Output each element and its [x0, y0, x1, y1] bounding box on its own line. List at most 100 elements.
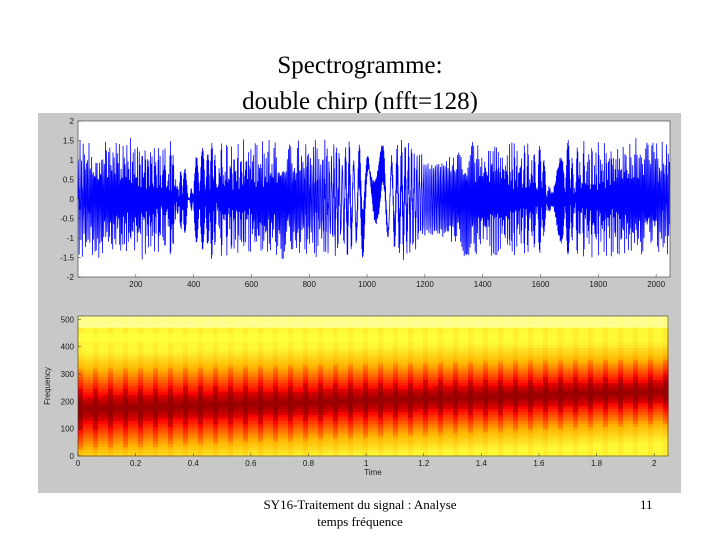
spectrogram-cell [213, 362, 219, 367]
spectrogram-cell [313, 365, 319, 370]
spectrogram-cell [518, 316, 524, 320]
spectrogram-cell [88, 365, 94, 370]
spectrogram-cell [363, 453, 369, 457]
spectrogram-cell [248, 377, 254, 381]
spectrogram-cell [403, 409, 409, 413]
spectrogram-cell [428, 406, 434, 410]
spectrogram-cell [368, 423, 374, 428]
spectrogram-cell [583, 450, 589, 454]
spectrogram-cell [258, 453, 264, 457]
spectrogram-cell [378, 403, 384, 408]
spectrogram-cell [463, 348, 469, 352]
spectrogram-cell [168, 421, 174, 425]
spectrogram-cell [333, 394, 339, 399]
spectrogram-cell [268, 438, 274, 443]
spectrogram-cell [93, 435, 99, 440]
spectrogram-cell [533, 333, 539, 338]
spectrogram-cell [333, 441, 339, 445]
spectrogram-cell [93, 318, 99, 323]
spectrogram-cell [273, 406, 279, 410]
spectrogram-cell [343, 423, 349, 428]
spectrogram-cell [278, 327, 284, 332]
spectrogram-cell [508, 394, 514, 399]
spectrogram-cell [268, 429, 274, 434]
spectrogram-cell [393, 365, 399, 370]
spectrogram-cell [408, 418, 414, 422]
spectrogram-cell [113, 342, 119, 346]
spectrogram-cell [523, 397, 529, 402]
spectrogram-cell [428, 362, 434, 367]
spectrogram-cell [338, 374, 344, 378]
spectrogram-cell [78, 362, 84, 367]
spectrogram-cell [308, 447, 314, 451]
spectrogram-cell [283, 391, 289, 396]
spectrogram-cell [478, 330, 484, 335]
spectrogram-cell [568, 365, 574, 370]
spectrogram-cell [198, 450, 204, 454]
spectrogram-cell [133, 444, 139, 448]
spectrogram-cell [553, 327, 559, 332]
spectrogram-cell [508, 415, 514, 419]
spectrogram-cell [413, 316, 419, 320]
spectrogram-cell [458, 403, 464, 408]
spectrogram-cell [208, 371, 214, 375]
spectrogram-cell [173, 362, 179, 367]
spectrogram-cell [83, 418, 89, 422]
spectrogram-cell [448, 450, 454, 454]
spectrogram-cell [268, 356, 274, 361]
spectrogram-cell [488, 444, 494, 448]
spectrogram-cell [288, 374, 294, 378]
spectrogram-cell [83, 336, 89, 340]
spectrogram-cell [153, 368, 159, 373]
spectrogram-cell [238, 327, 244, 332]
spectrogram-cell [428, 421, 434, 425]
spectrogram-cell [153, 377, 159, 381]
spectrogram-cell [178, 362, 184, 367]
spectrogram-cell [278, 330, 284, 335]
spectrogram-cell [78, 345, 84, 349]
spectrogram-cell [223, 362, 229, 367]
spectrogram-cell [213, 438, 219, 443]
spectrogram-cell [243, 429, 249, 434]
spectrogram-cell [378, 406, 384, 410]
spectrogram-cell [293, 421, 299, 425]
spectrogram-cell [423, 421, 429, 425]
spectrogram-cell [403, 365, 409, 370]
spectrogram-cell [418, 336, 424, 340]
spectrogram-cell [498, 429, 504, 434]
spectrogram-cell [383, 447, 389, 451]
spectrogram-cell [243, 409, 249, 413]
spectrogram-cell [158, 318, 164, 323]
spectrogram-cell [143, 412, 149, 416]
spectrogram-cell [278, 351, 284, 355]
spectrogram-cell [103, 324, 109, 329]
spectrogram-cell [313, 330, 319, 335]
spectrogram-cell [268, 391, 274, 396]
spectrogram-cell [583, 345, 589, 349]
spectrogram-cell [438, 356, 444, 361]
spectrogram-cell [88, 353, 94, 358]
spectrogram-cell [503, 391, 509, 396]
spectrogram-cell [523, 380, 529, 384]
spectrogram-cell [548, 362, 554, 367]
spectrogram-cell [533, 362, 539, 367]
spectrogram-cell [448, 383, 454, 387]
spectrogram-cell [463, 351, 469, 355]
spectrogram-cell [253, 400, 259, 405]
spectrogram-cell [293, 388, 299, 393]
spectrogram-cell [193, 447, 199, 451]
spectrogram-cell [78, 327, 84, 332]
spectrogram-cell [373, 418, 379, 422]
spectrogram-cell [213, 412, 219, 416]
spectrogram-cell [483, 394, 489, 399]
spectrogram-cell [428, 318, 434, 323]
spectrogram-cell [298, 324, 304, 329]
spectrogram-cell [158, 426, 164, 431]
spectrogram-cell [468, 432, 474, 437]
spectrogram-cell [258, 432, 264, 437]
spectrogram-cell [378, 333, 384, 338]
spectrogram-cell [393, 368, 399, 373]
spectrogram-cell [243, 339, 249, 343]
spectrogram-cell [238, 400, 244, 405]
spectrogram-cell [433, 371, 439, 375]
